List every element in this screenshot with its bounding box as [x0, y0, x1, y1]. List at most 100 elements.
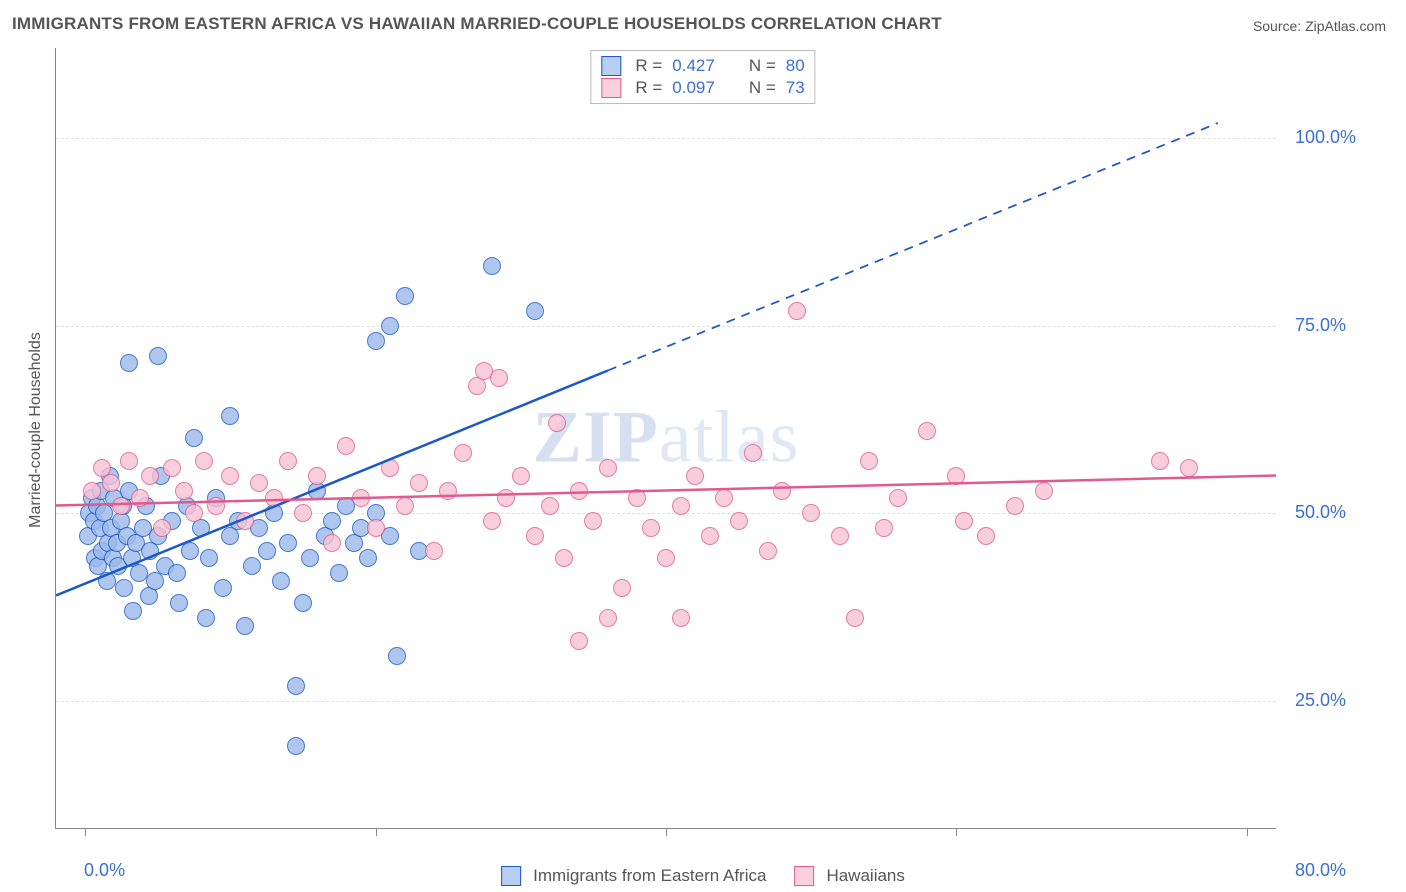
scatter-point	[294, 504, 312, 522]
scatter-point	[396, 287, 414, 305]
scatter-point	[918, 422, 936, 440]
legend-item-series-0: Immigrants from Eastern Africa	[501, 866, 766, 886]
scatter-point	[454, 444, 472, 462]
scatter-point	[759, 542, 777, 560]
scatter-point	[272, 572, 290, 590]
scatter-point	[686, 467, 704, 485]
scatter-point	[490, 369, 508, 387]
r-value-1: 0.097	[672, 77, 715, 99]
legend-row-series-0: R = 0.427 N = 80	[601, 55, 804, 77]
scatter-point	[657, 549, 675, 567]
series-0-label: Immigrants from Eastern Africa	[533, 866, 766, 886]
scatter-point	[294, 594, 312, 612]
series-1-label: Hawaiians	[826, 866, 904, 886]
legend-row-series-1: R = 0.097 N = 73	[601, 77, 804, 99]
swatch-series-1-bottom	[794, 866, 814, 886]
scatter-point	[773, 482, 791, 500]
scatter-point	[672, 609, 690, 627]
x-tick	[666, 828, 667, 836]
scatter-point	[207, 497, 225, 515]
scatter-point	[175, 482, 193, 500]
scatter-point	[308, 467, 326, 485]
scatter-point	[337, 437, 355, 455]
scatter-point	[831, 527, 849, 545]
scatter-point	[367, 332, 385, 350]
gridline	[56, 326, 1276, 327]
scatter-point	[584, 512, 602, 530]
source-name: ZipAtlas.com	[1305, 18, 1386, 34]
scatter-point	[115, 579, 133, 597]
scatter-point	[846, 609, 864, 627]
scatter-point	[185, 504, 203, 522]
y-tick-label: 75.0%	[1295, 315, 1346, 336]
source-attribution: Source: ZipAtlas.com	[1253, 18, 1386, 34]
trend-lines	[56, 48, 1276, 828]
watermark: ZIPatlas	[533, 396, 800, 481]
scatter-point	[168, 564, 186, 582]
swatch-series-0-bottom	[501, 866, 521, 886]
x-tick	[85, 828, 86, 836]
scatter-point	[381, 317, 399, 335]
scatter-point	[788, 302, 806, 320]
scatter-point	[512, 467, 530, 485]
scatter-point	[185, 429, 203, 447]
scatter-point	[181, 542, 199, 560]
scatter-point	[526, 302, 544, 320]
scatter-point	[200, 549, 218, 567]
scatter-point	[258, 542, 276, 560]
series-legend: Immigrants from Eastern Africa Hawaiians	[501, 866, 905, 886]
scatter-point	[860, 452, 878, 470]
scatter-point	[497, 489, 515, 507]
scatter-point	[131, 489, 149, 507]
scatter-point	[889, 489, 907, 507]
scatter-point	[367, 519, 385, 537]
source-prefix: Source:	[1253, 18, 1305, 34]
scatter-point	[977, 527, 995, 545]
scatter-point	[701, 527, 719, 545]
n-label: N =	[749, 55, 776, 77]
r-label: R =	[635, 77, 662, 99]
watermark-strong: ZIP	[533, 397, 659, 479]
scatter-point	[599, 609, 617, 627]
scatter-point	[149, 347, 167, 365]
scatter-point	[195, 452, 213, 470]
swatch-series-1	[601, 78, 621, 98]
scatter-point	[120, 452, 138, 470]
y-tick-label: 100.0%	[1295, 127, 1356, 148]
correlation-legend: R = 0.427 N = 80 R = 0.097 N = 73	[590, 50, 815, 104]
x-tick	[956, 828, 957, 836]
scatter-point	[548, 414, 566, 432]
scatter-point	[628, 489, 646, 507]
scatter-point	[214, 579, 232, 597]
scatter-point	[381, 459, 399, 477]
scatter-point	[236, 512, 254, 530]
scatter-point	[323, 512, 341, 530]
scatter-point	[352, 489, 370, 507]
scatter-point	[955, 512, 973, 530]
r-label: R =	[635, 55, 662, 77]
x-tick	[1247, 828, 1248, 836]
scatter-point	[410, 474, 428, 492]
y-tick-label: 50.0%	[1295, 502, 1346, 523]
scatter-point	[802, 504, 820, 522]
chart-title: IMMIGRANTS FROM EASTERN AFRICA VS HAWAII…	[12, 14, 942, 34]
scatter-point	[396, 497, 414, 515]
scatter-point	[613, 579, 631, 597]
scatter-point	[153, 519, 171, 537]
scatter-point	[124, 602, 142, 620]
scatter-point	[265, 489, 283, 507]
swatch-series-0	[601, 56, 621, 76]
scatter-point	[483, 257, 501, 275]
scatter-point	[170, 594, 188, 612]
scatter-point	[163, 459, 181, 477]
plot-area: ZIPatlas	[55, 48, 1276, 829]
scatter-point	[221, 407, 239, 425]
scatter-point	[439, 482, 457, 500]
legend-item-series-1: Hawaiians	[794, 866, 904, 886]
x-tick	[376, 828, 377, 836]
scatter-point	[541, 497, 559, 515]
scatter-point	[555, 549, 573, 567]
scatter-point	[1180, 459, 1198, 477]
scatter-point	[1006, 497, 1024, 515]
scatter-point	[301, 549, 319, 567]
